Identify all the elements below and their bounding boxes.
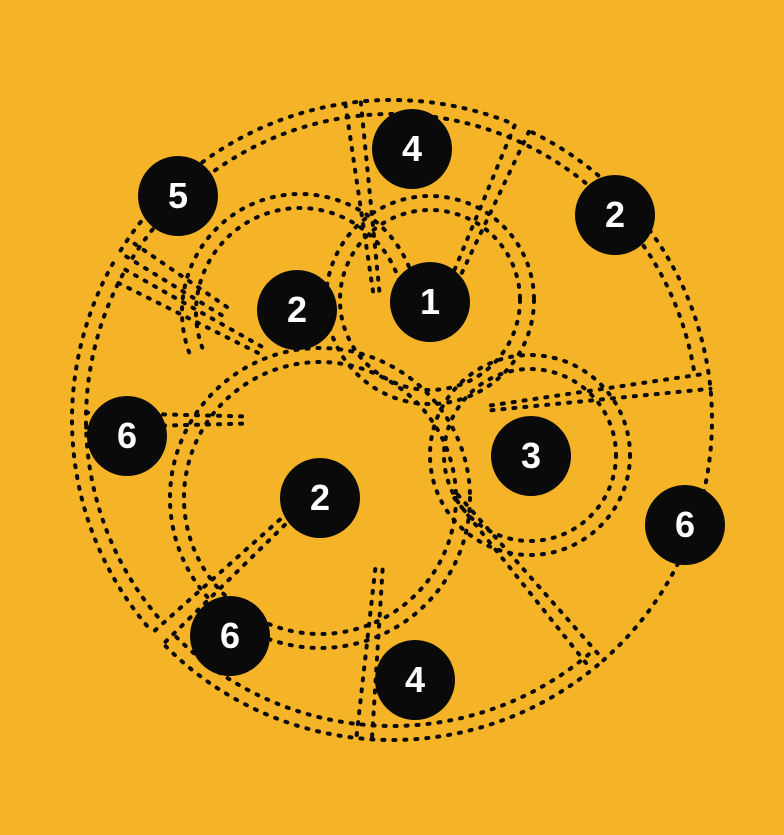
dotted-spoke — [372, 570, 383, 740]
number-badge: 6 — [645, 485, 725, 565]
dotted-spoke — [458, 495, 603, 660]
number-badge: 4 — [372, 109, 452, 189]
dotted-spoke — [119, 252, 221, 315]
number-badge: 2 — [257, 270, 337, 350]
number-badge: 6 — [190, 596, 270, 676]
number-badge: 6 — [87, 396, 167, 476]
number-badge: 1 — [390, 262, 470, 342]
diagram-stage: 12223445666 — [0, 0, 784, 835]
dotted-spoke — [125, 270, 261, 347]
dotted-spoke — [128, 239, 227, 307]
number-badge: 2 — [280, 458, 360, 538]
number-badge: 4 — [375, 640, 455, 720]
number-badge: 3 — [491, 416, 571, 496]
number-badge: 5 — [138, 156, 218, 236]
dotted-spoke — [454, 498, 591, 670]
number-badge: 2 — [575, 175, 655, 255]
dotted-spoke — [118, 283, 257, 353]
